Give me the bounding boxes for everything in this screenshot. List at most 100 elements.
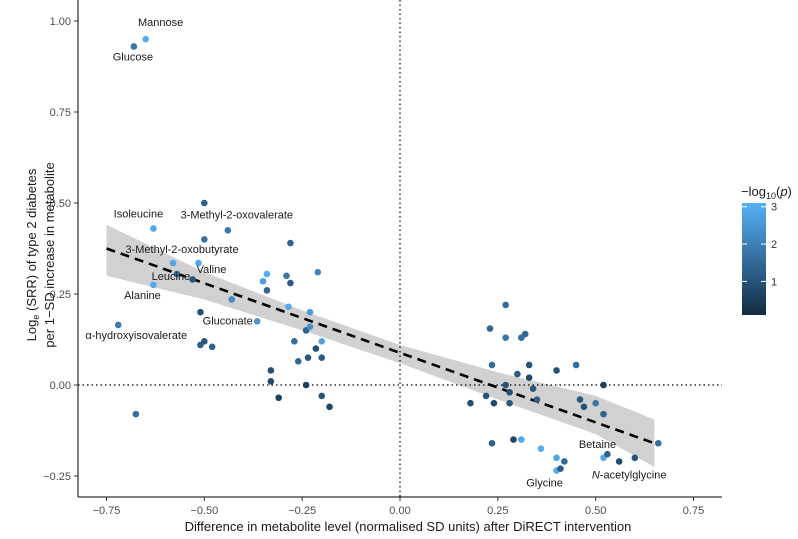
point-labels-layer: Glucose Mannose Isoleucine 3-Methyl-2-oxova… — [85, 17, 666, 489]
data-point — [306, 308, 314, 316]
data-point — [529, 385, 537, 392]
data-point — [592, 399, 599, 407]
point-label: 3-Methyl-2-oxovalerate — [181, 209, 294, 221]
data-point — [318, 354, 326, 362]
point-label: Valine — [197, 264, 227, 276]
point-label: Leucine — [152, 271, 191, 283]
x-tick-label: 0.75 — [683, 505, 704, 517]
data-point — [521, 330, 529, 338]
data-point — [631, 454, 639, 462]
data-point — [557, 465, 564, 473]
data-point — [275, 394, 282, 402]
data-point — [253, 318, 261, 325]
data-point — [488, 439, 496, 447]
point-label-rest: -acetylglycine — [600, 469, 667, 481]
fit-line-layer — [106, 247, 655, 445]
data-point — [130, 43, 138, 50]
data-point — [576, 396, 584, 403]
data-point — [467, 399, 474, 407]
data-point — [502, 334, 509, 341]
data-point — [150, 225, 157, 232]
legend-title-close: ) — [788, 184, 792, 199]
data-point — [173, 270, 181, 278]
x-tick-label: 0.00 — [389, 505, 410, 517]
data-point — [604, 450, 611, 458]
fit-line — [106, 247, 655, 445]
x-tick-label: −0.25 — [288, 505, 316, 517]
y-axis-title-rest: (SRR) of type 2 diabetes — [24, 168, 39, 314]
data-point — [267, 367, 275, 374]
data-point — [318, 338, 326, 345]
point-label: 3-Methyl-2-oxobutyrate — [125, 244, 238, 256]
data-point — [263, 270, 271, 278]
data-point — [201, 199, 208, 207]
legend-tick-label: 1 — [771, 276, 777, 288]
data-point — [514, 370, 521, 378]
legend-title-subscript: 10 — [766, 191, 776, 201]
legend-tick-label: 2 — [771, 239, 777, 251]
y-tick-label: 0.75 — [50, 107, 71, 119]
y-axis-title: Loge (SRR) of type 2 diabetes — [24, 168, 41, 341]
data-point — [506, 399, 513, 407]
data-point — [553, 454, 560, 462]
legend-title-open: ( — [776, 184, 781, 199]
y-axis-title-subscript: e — [31, 315, 41, 320]
axes-layer: −0.75 −0.50 −0.25 0.00 0.25 0.50 0.75 −0.25 0.00… — [43, 0, 722, 517]
data-point — [482, 392, 490, 400]
data-point — [326, 403, 333, 411]
y-tick-label: 1.00 — [50, 16, 71, 28]
data-point — [525, 374, 533, 382]
point-label: Glucose — [113, 51, 153, 63]
data-point — [294, 358, 302, 365]
point-label: Alanine — [124, 290, 161, 302]
data-point — [502, 381, 509, 389]
point-label: Mannose — [138, 17, 183, 29]
y-tick-label: 0.50 — [50, 198, 71, 210]
point-label-italic-n: N — [592, 469, 600, 481]
legend-title-p: p — [779, 184, 787, 199]
data-point — [169, 259, 177, 267]
data-point — [287, 239, 294, 247]
data-point — [318, 392, 326, 400]
points-layer — [114, 35, 662, 474]
legend-ticks: 1 2 3 — [742, 202, 777, 288]
data-point — [572, 361, 580, 369]
point-label: Gluconate — [203, 315, 253, 327]
data-point — [228, 296, 236, 303]
y-tick-label: 0.25 — [50, 289, 71, 301]
point-label: Isoleucine — [114, 208, 164, 220]
point-label: α-hydroxyisovalerate — [85, 330, 187, 342]
x-tick-label: −0.50 — [190, 505, 218, 517]
legend-title: −log10(p) — [741, 184, 792, 201]
data-point — [314, 268, 322, 276]
data-point — [208, 343, 216, 351]
data-point — [486, 325, 494, 332]
data-point — [283, 272, 290, 280]
data-point — [490, 399, 498, 407]
y-axis-title-log: Log — [24, 320, 39, 342]
x-axis-title: Difference in metabolite level (normalis… — [185, 519, 632, 534]
data-point — [195, 259, 202, 267]
data-point — [518, 436, 525, 443]
data-point — [533, 396, 541, 403]
data-point — [312, 345, 320, 352]
data-point — [488, 361, 496, 369]
reference-lines-layer — [78, 0, 722, 497]
data-point — [114, 321, 122, 329]
point-label: N-acetylglycine — [592, 469, 667, 481]
data-point — [304, 354, 312, 362]
data-point — [201, 338, 208, 345]
data-point — [506, 388, 513, 396]
x-tick-label: 0.25 — [487, 505, 508, 517]
data-point — [287, 279, 294, 287]
color-legend: −log10(p) 1 2 3 — [741, 184, 792, 315]
x-tick-label: −0.75 — [93, 505, 121, 517]
legend-tick-label: 3 — [771, 202, 777, 214]
x-tick-label: 0.50 — [585, 505, 606, 517]
data-point — [142, 35, 149, 43]
data-point — [189, 276, 196, 283]
data-point — [600, 381, 607, 389]
point-label: Betaine — [579, 439, 616, 451]
data-point — [510, 436, 517, 443]
